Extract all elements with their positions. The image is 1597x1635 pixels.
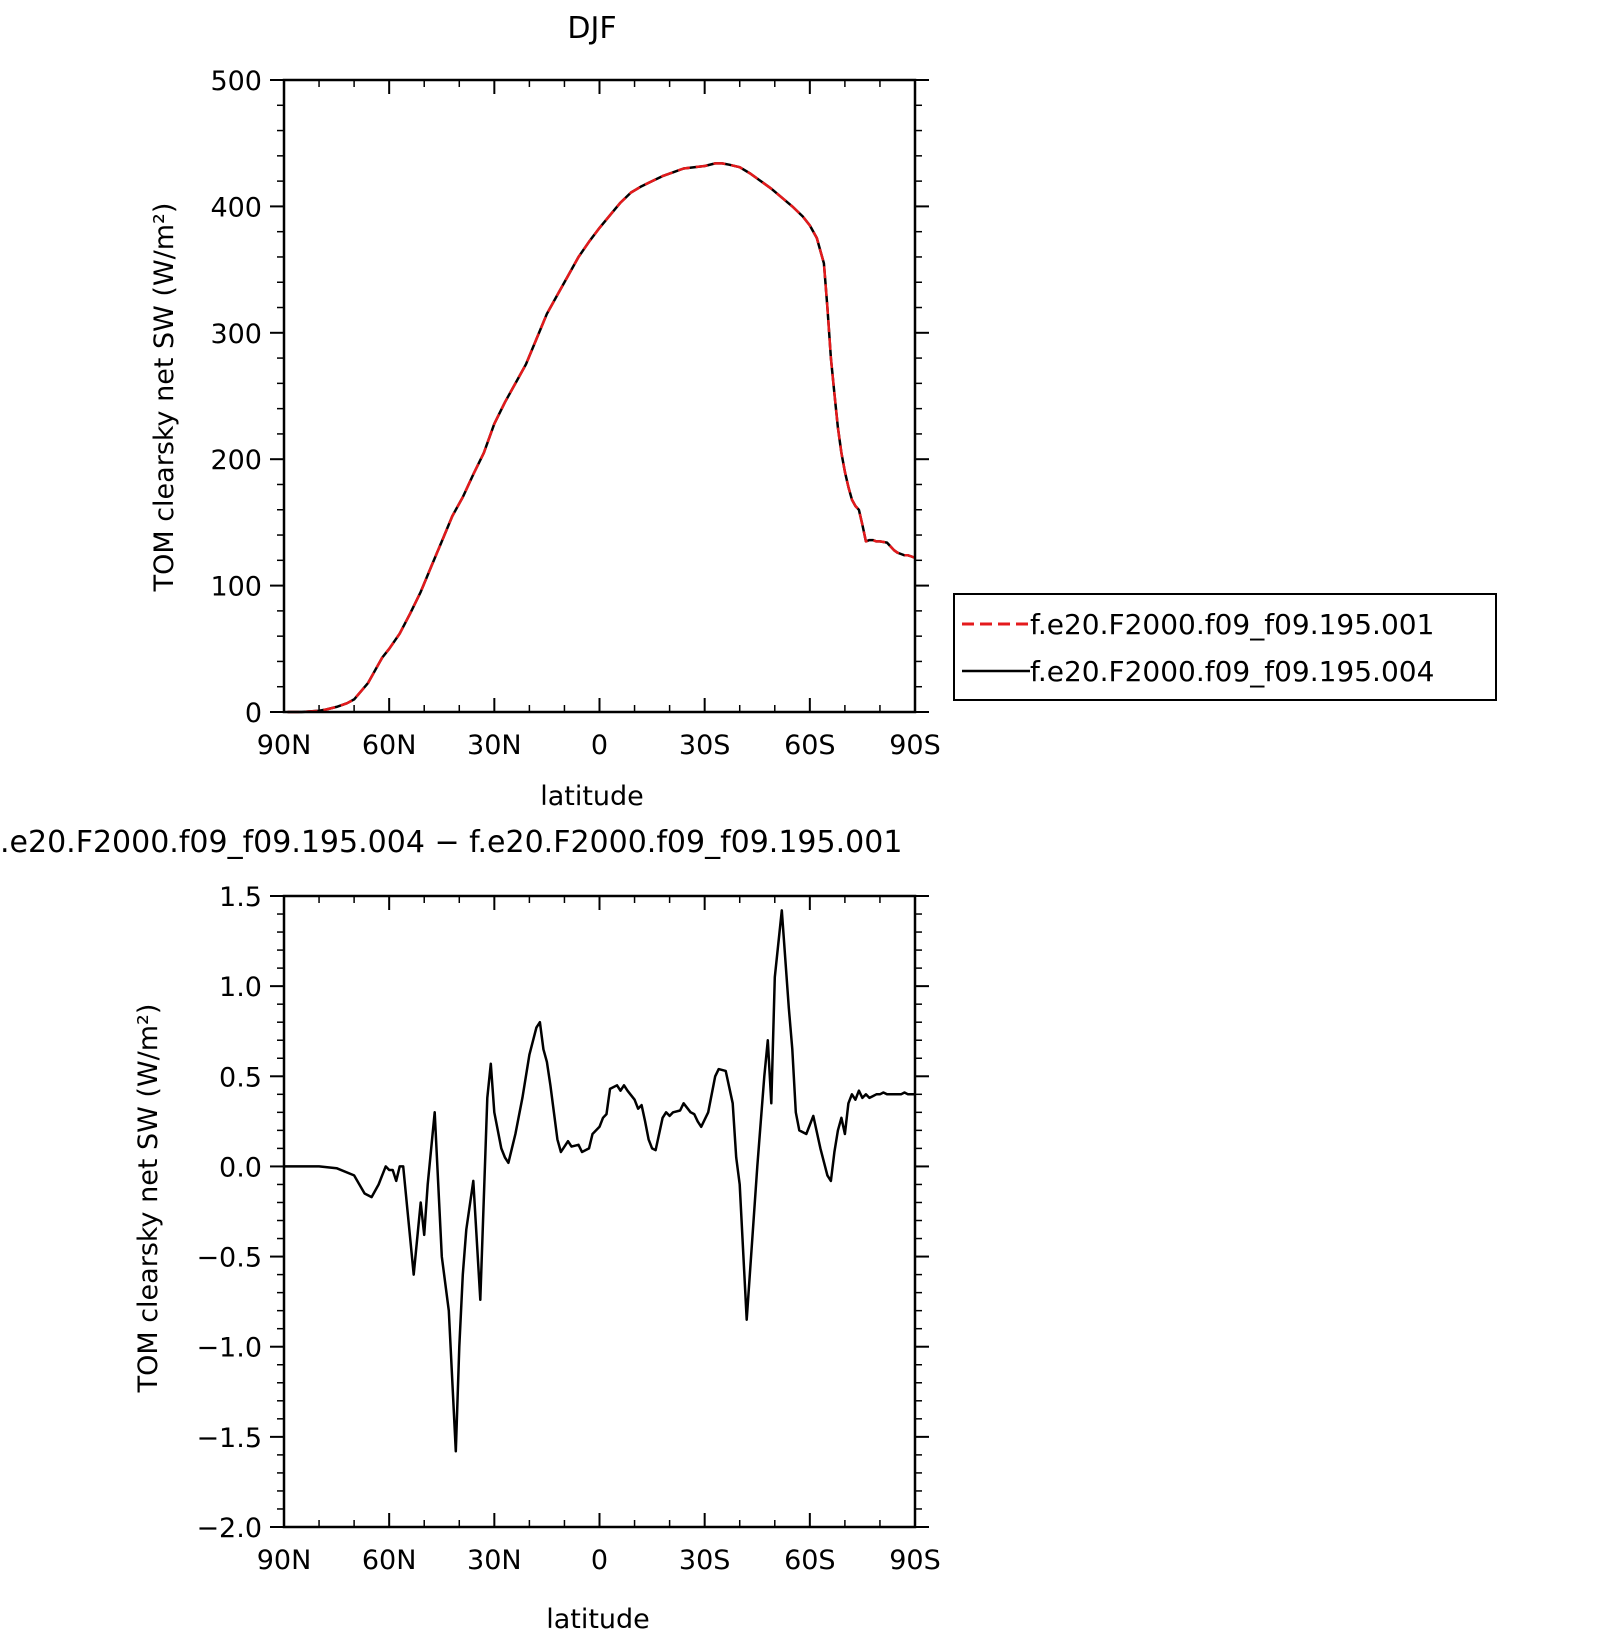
bottom-y-tick-label: 1.5 [219, 882, 262, 913]
legend-label-series-2: f.e20.F2000.f09_f09.195.004 [1030, 655, 1434, 688]
legend: f.e20.F2000.f09_f09.195.001 f.e20.F2000.… [953, 593, 1497, 701]
bottom-x-tick-label: 90N [257, 1545, 312, 1576]
legend-label-series-1: f.e20.F2000.f09_f09.195.001 [1030, 608, 1434, 641]
bottom-y-tick-label: −2.0 [196, 1513, 262, 1544]
bottom-tick-labels: 90N 60N 30N 0 30S 60S 90S −2.0 −1.5 −1.0 −0.5 0.0 0.… [196, 882, 940, 1576]
bottom-y-tick-label: −1.5 [196, 1423, 262, 1454]
bottom-x-tick-label: 30N [467, 1545, 522, 1576]
top-x-tick-label: 30S [679, 730, 731, 761]
top-plot-frame [282, 78, 917, 714]
top-y-tick-label: 400 [210, 192, 262, 223]
top-x-tick-label: 90S [889, 730, 941, 761]
top-x-tick-label: 30N [467, 730, 522, 761]
top-x-tick-label: 90N [257, 730, 312, 761]
top-y-axis-label: TOM clearsky net SW (W/m²) [149, 203, 180, 593]
top-tick-labels: 90N 60N 30N 0 30S 60S 90S 0 100 200 300 400 500 [210, 66, 940, 761]
top-y-tick-label: 100 [210, 572, 262, 603]
bottom-series-line-1 [284, 909, 915, 1453]
bottom-x-tick-label: 30S [679, 1545, 731, 1576]
bottom-plot-frame [282, 894, 917, 1529]
top-series-lines [287, 162, 916, 714]
top-x-tick-label: 60S [784, 730, 836, 761]
legend-box [953, 593, 1497, 701]
top-axis-ticks [270, 79, 929, 713]
top-x-tick-label: 60N [362, 730, 417, 761]
bottom-x-tick-label: 60S [784, 1545, 836, 1576]
top-y-tick-label: 200 [210, 445, 262, 476]
bottom-chart-title: .e20.F2000.f09_f09.195.004 − f.e20.F2000… [0, 825, 902, 860]
bottom-x-tick-label: 60N [362, 1545, 417, 1576]
bottom-y-tick-label: −0.5 [196, 1243, 262, 1274]
bottom-panel: .e20.F2000.f09_f09.195.004 − f.e20.F2000… [0, 825, 941, 1635]
bottom-axis-ticks [270, 895, 929, 1528]
bottom-y-tick-label: 1.0 [219, 972, 262, 1003]
bottom-x-axis-label: latitude [546, 1604, 650, 1635]
top-y-tick-label: 300 [210, 319, 262, 350]
top-x-axis-label: latitude [540, 781, 644, 812]
bottom-y-axis-label: TOM clearsky net SW (W/m²) [133, 1004, 164, 1394]
top-series-line-1 [287, 162, 916, 714]
top-series-line-2 [287, 162, 916, 714]
bottom-x-tick-label: 0 [591, 1545, 608, 1576]
bottom-y-tick-label: 0.5 [219, 1062, 262, 1093]
bottom-y-tick-label: 0.0 [219, 1152, 262, 1183]
bottom-y-tick-label: −1.0 [196, 1333, 262, 1364]
top-chart-title: DJF [567, 11, 616, 46]
top-panel: DJF TOM clearsky net SW (W/m²) latitude … [149, 11, 941, 812]
top-y-tick-label: 0 [245, 698, 262, 729]
top-y-tick-label: 500 [210, 66, 262, 97]
bottom-x-tick-label: 90S [889, 1545, 941, 1576]
top-x-tick-label: 0 [591, 730, 608, 761]
bottom-series-lines [284, 909, 915, 1453]
